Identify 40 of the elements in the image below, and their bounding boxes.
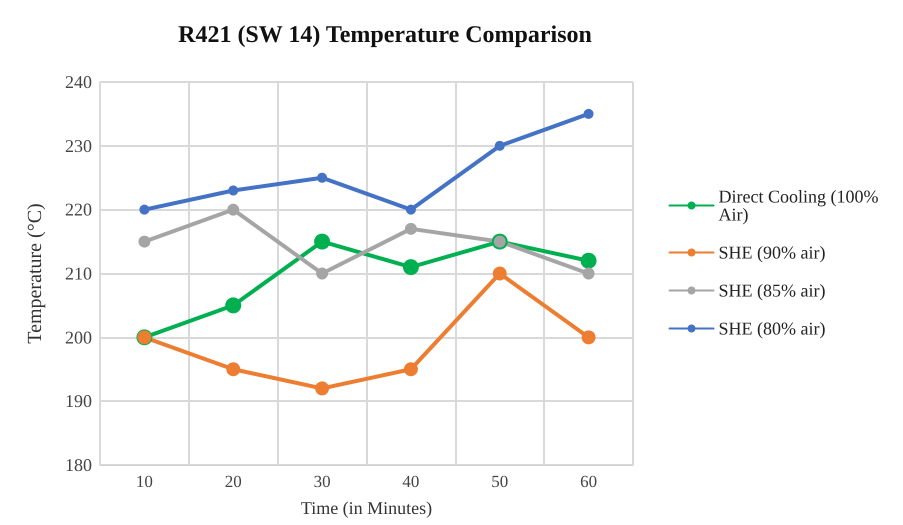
point (584, 108, 594, 119)
point (494, 140, 505, 151)
y-tick-label: 210 (65, 264, 92, 284)
point (492, 266, 507, 280)
point (228, 186, 238, 196)
point (227, 204, 240, 216)
point (402, 259, 419, 276)
point (582, 330, 596, 344)
point (580, 252, 597, 269)
y-tick-label: 230 (65, 136, 92, 156)
point (225, 297, 242, 314)
y-axis-title: Temperature (°C) (24, 203, 46, 344)
point (316, 268, 328, 280)
y-tick-label: 220 (65, 200, 92, 220)
point (226, 362, 240, 376)
legend-label: SHE (90% air) (718, 242, 826, 262)
point (139, 204, 150, 215)
point (404, 362, 418, 376)
point (317, 172, 328, 183)
x-tick-label: 50 (491, 472, 508, 491)
y-tick-label: 180 (65, 455, 92, 475)
legend-label: SHE (85% air) (718, 280, 826, 300)
y-tick-label: 240 (65, 72, 92, 92)
point (138, 236, 150, 248)
x-tick-label: 10 (136, 472, 153, 491)
x-tick-label: 40 (402, 472, 420, 491)
x-axis-title: Time (in Minutes) (300, 498, 432, 518)
point (406, 204, 416, 215)
x-tick-label: 20 (224, 472, 242, 491)
point (582, 268, 595, 280)
point (404, 222, 417, 235)
x-tick-label: 30 (314, 472, 331, 491)
y-tick-label: 190 (65, 391, 92, 412)
point (314, 234, 330, 250)
chart-title: R421 (SW 14) Temperature Comparison (178, 22, 592, 48)
x-tick-label: 60 (580, 472, 598, 491)
legend-label: Direct Cooling (100% Air) (718, 186, 884, 224)
legend-label: SHE (80% air) (718, 318, 826, 338)
point (315, 381, 330, 396)
y-tick-label: 200 (65, 327, 92, 348)
